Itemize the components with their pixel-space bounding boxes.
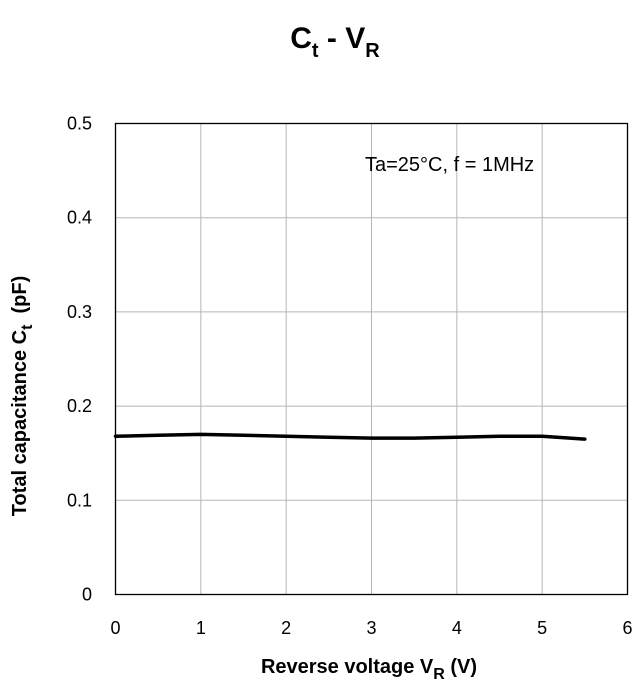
plot-frame: [114, 122, 629, 596]
x-tick-label-2: 2: [281, 618, 291, 638]
y-tick-label-2: 0.2: [67, 396, 92, 416]
y-tick-labels: 0 0.1 0.2 0.3 0.4 0.5: [67, 114, 92, 605]
x-axis-label: Reverse voltage VR (V): [261, 656, 477, 683]
series-line-0: [113, 432, 587, 441]
conditions-annotation: Ta=25°C, f = 1MHz: [365, 154, 534, 176]
x-tick-labels: 0 1 2 3 4 5 6: [110, 618, 632, 638]
y-tick-label-3: 0.3: [67, 302, 92, 322]
y-tick-label-1: 0.1: [67, 490, 92, 510]
y-tick-label-5: 0.5: [67, 114, 92, 134]
grid-lines: [115, 123, 628, 595]
x-tick-label-3: 3: [366, 618, 376, 638]
chart-title: Ct - VR: [290, 22, 380, 62]
x-tick-label-1: 1: [196, 618, 206, 638]
series-group: [113, 432, 587, 441]
x-tick-label-6: 6: [622, 618, 632, 638]
y-tick-label-0: 0: [82, 585, 92, 605]
x-tick-label-5: 5: [537, 618, 547, 638]
x-tick-label-0: 0: [110, 618, 120, 638]
y-axis-label: Total capacitance Ct (pF): [9, 276, 36, 517]
x-tick-label-4: 4: [452, 618, 462, 638]
y-tick-label-4: 0.4: [67, 208, 92, 228]
